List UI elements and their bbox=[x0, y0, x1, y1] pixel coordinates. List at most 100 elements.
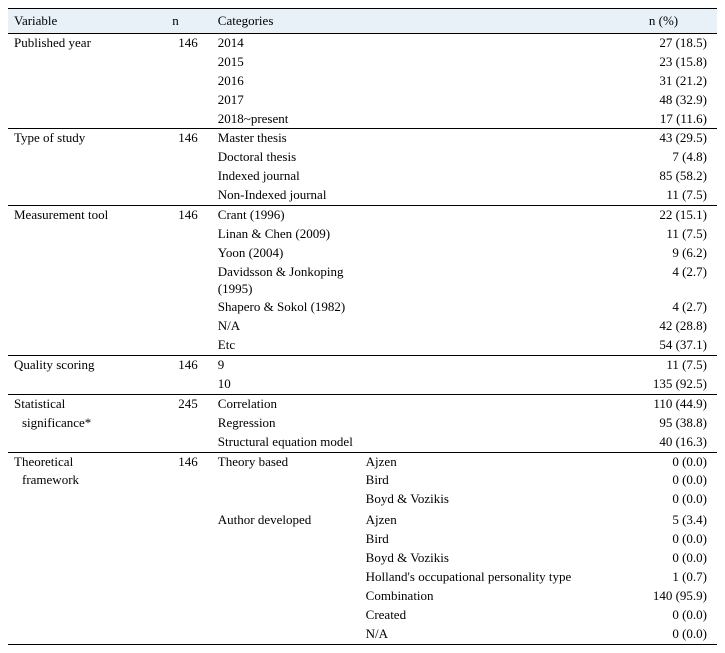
cell-category: Linan & Chen (2009) bbox=[212, 225, 360, 244]
cell-subcategory bbox=[360, 34, 614, 53]
cell-subcategory: Bird bbox=[360, 471, 614, 490]
cell-category bbox=[212, 587, 360, 606]
cell-category bbox=[212, 625, 360, 644]
cell-pct: 0 (0.0) bbox=[614, 606, 717, 625]
cell-variable: Type of study bbox=[8, 129, 147, 148]
header-pct: n (%) bbox=[614, 9, 717, 34]
table-row: Bird0 (0.0) bbox=[8, 530, 717, 549]
cell-pct: 110 (44.9) bbox=[614, 394, 717, 413]
header-categories: Categories bbox=[212, 9, 614, 34]
cell-category: Non-Indexed journal bbox=[212, 186, 360, 205]
table-row: Structural equation model40 (16.3) bbox=[8, 433, 717, 452]
cell-pct: 4 (2.7) bbox=[614, 298, 717, 317]
cell-variable bbox=[8, 244, 147, 263]
cell-category: Indexed journal bbox=[212, 167, 360, 186]
cell-variable bbox=[8, 317, 147, 336]
table-row: Boyd & Vozikis0 (0.0) bbox=[8, 490, 717, 509]
cell-variable bbox=[8, 511, 147, 530]
cell-category: Davidsson & Jonkoping (1995) bbox=[212, 263, 360, 299]
cell-subcategory bbox=[360, 298, 614, 317]
cell-n bbox=[147, 336, 212, 355]
cell-n bbox=[147, 568, 212, 587]
cell-subcategory bbox=[360, 317, 614, 336]
cell-n bbox=[147, 225, 212, 244]
cell-n bbox=[147, 606, 212, 625]
cell-pct: 9 (6.2) bbox=[614, 244, 717, 263]
cell-pct: 11 (7.5) bbox=[614, 225, 717, 244]
cell-variable: Statistical bbox=[8, 394, 147, 413]
cell-subcategory bbox=[360, 53, 614, 72]
cell-n: 245 bbox=[147, 394, 212, 413]
cell-category: Correlation bbox=[212, 394, 360, 413]
cell-category: Etc bbox=[212, 336, 360, 355]
header-row: Variable n Categories n (%) bbox=[8, 9, 717, 34]
cell-category: 2014 bbox=[212, 34, 360, 53]
cell-variable bbox=[8, 167, 147, 186]
table-row: Type of study146Master thesis43 (29.5) bbox=[8, 129, 717, 148]
cell-n bbox=[147, 317, 212, 336]
cell-variable bbox=[8, 433, 147, 452]
cell-pct: 22 (15.1) bbox=[614, 206, 717, 225]
cell-category bbox=[212, 549, 360, 568]
table-row: Doctoral thesis7 (4.8) bbox=[8, 148, 717, 167]
cell-category: Crant (1996) bbox=[212, 206, 360, 225]
table-row: frameworkBird0 (0.0) bbox=[8, 471, 717, 490]
cell-subcategory: Ajzen bbox=[360, 511, 614, 530]
cell-variable bbox=[8, 110, 147, 129]
table-row: Quality scoring146911 (7.5) bbox=[8, 356, 717, 375]
table-row: Non-Indexed journal11 (7.5) bbox=[8, 186, 717, 205]
cell-pct: 31 (21.2) bbox=[614, 72, 717, 91]
table-row: Published year146201427 (18.5) bbox=[8, 34, 717, 53]
cell-pct: 0 (0.0) bbox=[614, 490, 717, 509]
cell-pct: 140 (95.9) bbox=[614, 587, 717, 606]
cell-subcategory: Bird bbox=[360, 530, 614, 549]
table-row: Combination140 (95.9) bbox=[8, 587, 717, 606]
table-row: Statistical245Correlation 110 (44.9) bbox=[8, 394, 717, 413]
cell-n bbox=[147, 490, 212, 509]
cell-n bbox=[147, 414, 212, 433]
cell-pct: 0 (0.0) bbox=[614, 471, 717, 490]
cell-variable bbox=[8, 186, 147, 205]
cell-variable bbox=[8, 53, 147, 72]
cell-n bbox=[147, 72, 212, 91]
cell-subcategory bbox=[360, 336, 614, 355]
cell-pct: 17 (11.6) bbox=[614, 110, 717, 129]
cell-variable bbox=[8, 625, 147, 644]
cell-n bbox=[147, 148, 212, 167]
cell-pct: 0 (0.0) bbox=[614, 530, 717, 549]
cell-n bbox=[147, 110, 212, 129]
cell-variable bbox=[8, 549, 147, 568]
cell-category: Shapero & Sokol (1982) bbox=[212, 298, 360, 317]
table-row: Author developedAjzen5 (3.4) bbox=[8, 511, 717, 530]
cell-n bbox=[147, 375, 212, 394]
cell-n bbox=[147, 549, 212, 568]
cell-pct: 0 (0.0) bbox=[614, 549, 717, 568]
cell-subcategory: Created bbox=[360, 606, 614, 625]
header-variable: Variable bbox=[8, 9, 147, 34]
cell-pct: 40 (16.3) bbox=[614, 433, 717, 452]
cell-n bbox=[147, 530, 212, 549]
cell-pct: 85 (58.2) bbox=[614, 167, 717, 186]
cell-n bbox=[147, 263, 212, 299]
cell-subcategory: Holland's occupational personality type bbox=[360, 568, 614, 587]
cell-pct: 0 (0.0) bbox=[614, 452, 717, 471]
cell-category bbox=[212, 568, 360, 587]
data-table: Variable n Categories n (%) Published ye… bbox=[8, 8, 717, 645]
cell-category: Regression bbox=[212, 414, 360, 433]
cell-pct: 5 (3.4) bbox=[614, 511, 717, 530]
cell-n: 146 bbox=[147, 34, 212, 53]
cell-variable bbox=[8, 530, 147, 549]
table-row: Indexed journal 85 (58.2) bbox=[8, 167, 717, 186]
table-row: Linan & Chen (2009) 11 (7.5) bbox=[8, 225, 717, 244]
cell-category: N/A bbox=[212, 317, 360, 336]
cell-subcategory bbox=[360, 110, 614, 129]
cell-category: Master thesis bbox=[212, 129, 360, 148]
cell-subcategory bbox=[360, 394, 614, 413]
cell-pct: 27 (18.5) bbox=[614, 34, 717, 53]
table-row: 201523 (15.8) bbox=[8, 53, 717, 72]
cell-category bbox=[212, 471, 360, 490]
cell-subcategory bbox=[360, 433, 614, 452]
cell-subcategory bbox=[360, 414, 614, 433]
cell-category: 9 bbox=[212, 356, 360, 375]
cell-variable bbox=[8, 91, 147, 110]
